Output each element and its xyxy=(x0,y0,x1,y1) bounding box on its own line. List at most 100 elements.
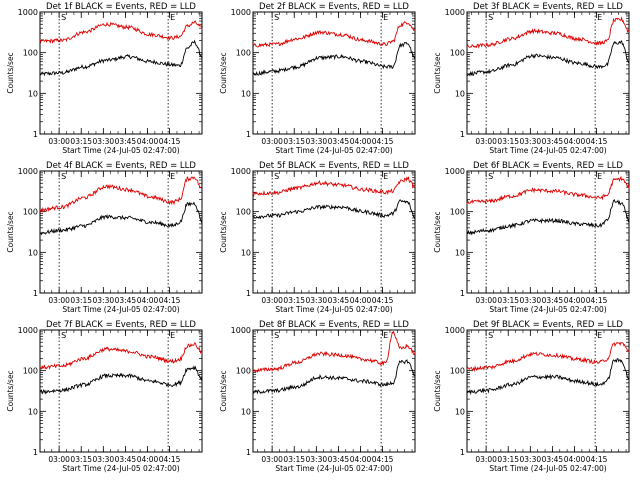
y-tick-label: 100 xyxy=(236,367,251,376)
events-series-line xyxy=(39,201,203,236)
x-tick-label: 03:30 xyxy=(306,455,328,464)
x-tick-label: 04:00 xyxy=(137,455,159,464)
y-axis-label: Counts/sec xyxy=(433,52,442,93)
x-tick-label: 04:00 xyxy=(564,137,586,146)
events-series-line xyxy=(466,198,630,236)
x-tick-label: 04:00 xyxy=(350,137,372,146)
panel-6: Det 6f BLACK = Events, RED = LLD 1 10 100 10… xyxy=(433,161,630,314)
y-axis-label: Counts/sec xyxy=(433,211,442,252)
panel-title: Det 6f BLACK = Events, RED = LLD xyxy=(473,161,623,171)
x-axis-label: Start Time (24-Jul-05 02:47:00) xyxy=(489,464,606,473)
time-marker-label: S xyxy=(61,172,66,181)
y-tick-label: 1000 xyxy=(231,167,251,176)
y-tick-label: 100 xyxy=(450,367,465,376)
x-tick-label: 04:15 xyxy=(159,137,181,146)
x-tick-label: 03:15 xyxy=(283,455,305,464)
panel-9: Det 9f BLACK = Events, RED = LLD 1 10 100 10… xyxy=(433,320,630,473)
panel-title: Det 8f BLACK = Events, RED = LLD xyxy=(259,320,409,330)
plot-frame xyxy=(252,170,416,294)
plot-frame xyxy=(39,11,203,135)
plot-frame xyxy=(252,11,416,135)
y-tick-label: 1 xyxy=(460,130,465,139)
x-tick-label: 03:00 xyxy=(48,455,70,464)
lld-series-line xyxy=(252,330,416,374)
events-series-line xyxy=(252,41,416,77)
x-tick-label: 03:45 xyxy=(328,455,350,464)
y-tick-label: 10 xyxy=(455,248,465,257)
panel-8: Det 8f BLACK = Events, RED = LLD 1 10 100 10… xyxy=(219,320,416,473)
x-tick-label: 04:00 xyxy=(350,296,372,305)
lld-series-line xyxy=(39,342,203,370)
y-tick-label: 10 xyxy=(241,89,251,98)
y-axis-label: Counts/sec xyxy=(219,211,228,252)
panel-title: Det 1f BLACK = Events, RED = LLD xyxy=(46,2,196,12)
lld-series-line xyxy=(466,341,630,373)
y-tick-label: 1 xyxy=(33,289,38,298)
x-axis-label: Start Time (24-Jul-05 02:47:00) xyxy=(62,305,179,314)
x-tick-label: 03:30 xyxy=(93,455,115,464)
panel-4: Det 4f BLACK = Events, RED = LLD 1 10 100 10… xyxy=(6,161,203,314)
plot-frame xyxy=(466,329,630,453)
x-tick-label: 03:00 xyxy=(475,455,497,464)
time-marker-label: S xyxy=(488,13,493,22)
panel-title: Det 5f BLACK = Events, RED = LLD xyxy=(259,161,409,171)
x-tick-label: 03:45 xyxy=(115,137,137,146)
x-tick-label: 03:00 xyxy=(261,137,283,146)
x-axis-label: Start Time (24-Jul-05 02:47:00) xyxy=(489,146,606,155)
y-tick-label: 1000 xyxy=(445,326,465,335)
y-axis-label: Counts/sec xyxy=(6,370,15,411)
x-tick-label: 03:30 xyxy=(306,137,328,146)
time-marker-label: E xyxy=(170,331,175,340)
time-marker-label: E xyxy=(170,172,175,181)
panel-title: Det 3f BLACK = Events, RED = LLD xyxy=(473,2,623,12)
x-axis-label: Start Time (24-Jul-05 02:47:00) xyxy=(275,464,392,473)
y-tick-label: 1000 xyxy=(445,167,465,176)
time-marker-label: E xyxy=(383,172,388,181)
y-tick-label: 10 xyxy=(241,248,251,257)
x-tick-label: 03:15 xyxy=(70,296,92,305)
panel-title: Det 9f BLACK = Events, RED = LLD xyxy=(473,320,623,330)
y-tick-label: 1000 xyxy=(18,167,38,176)
x-tick-label: 03:15 xyxy=(70,137,92,146)
x-tick-label: 03:00 xyxy=(261,455,283,464)
lld-series-line xyxy=(39,20,203,45)
lld-series-line xyxy=(252,20,416,48)
x-axis-label: Start Time (24-Jul-05 02:47:00) xyxy=(275,305,392,314)
y-tick-label: 1 xyxy=(460,448,465,457)
y-axis-label: Counts/sec xyxy=(6,52,15,93)
panel-title: Det 7f BLACK = Events, RED = LLD xyxy=(46,320,196,330)
panel-5: Det 5f BLACK = Events, RED = LLD 1 10 100 10… xyxy=(219,161,416,314)
events-series-line xyxy=(40,364,203,395)
y-tick-label: 1000 xyxy=(445,8,465,17)
y-tick-label: 100 xyxy=(450,49,465,58)
events-series-line xyxy=(39,39,203,77)
time-marker-label: E xyxy=(383,331,388,340)
x-axis-label: Start Time (24-Jul-05 02:47:00) xyxy=(275,146,392,155)
x-tick-label: 03:00 xyxy=(48,137,70,146)
panel-title: Det 2f BLACK = Events, RED = LLD xyxy=(259,2,409,12)
x-axis-label: Start Time (24-Jul-05 02:47:00) xyxy=(62,146,179,155)
x-tick-label: 03:30 xyxy=(93,296,115,305)
y-axis-label: Counts/sec xyxy=(219,370,228,411)
x-tick-label: 03:15 xyxy=(70,455,92,464)
events-series-line xyxy=(466,358,630,396)
y-tick-label: 10 xyxy=(455,89,465,98)
x-axis-label: Start Time (24-Jul-05 02:47:00) xyxy=(489,305,606,314)
y-tick-label: 10 xyxy=(455,407,465,416)
x-tick-label: 03:15 xyxy=(283,296,305,305)
time-marker-label: E xyxy=(597,172,602,181)
x-tick-label: 03:00 xyxy=(475,296,497,305)
events-series-line xyxy=(466,40,630,77)
y-tick-label: 100 xyxy=(236,208,251,217)
time-marker-label: E xyxy=(597,331,602,340)
panel-title: Det 4f BLACK = Events, RED = LLD xyxy=(46,161,196,171)
x-tick-label: 04:15 xyxy=(586,296,608,305)
y-axis-label: Counts/sec xyxy=(219,52,228,93)
time-marker-label: S xyxy=(61,331,66,340)
x-tick-label: 03:45 xyxy=(328,137,350,146)
x-tick-label: 03:45 xyxy=(328,296,350,305)
y-tick-label: 1000 xyxy=(231,326,251,335)
y-tick-label: 1 xyxy=(33,448,38,457)
x-tick-label: 03:45 xyxy=(542,137,564,146)
